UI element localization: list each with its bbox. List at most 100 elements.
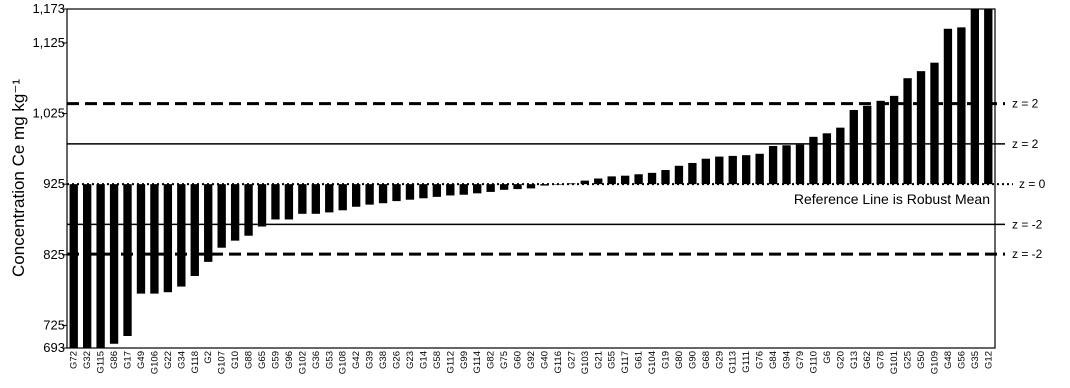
- x-tick-label: G116: [553, 351, 564, 374]
- x-tick-label: G10: [230, 351, 241, 369]
- bar-G113: [728, 155, 737, 185]
- bar-G27: [567, 183, 576, 185]
- x-tick-label: G36: [311, 351, 322, 369]
- bar-G79: [795, 144, 805, 185]
- reference-line-label-3: z = 0: [1019, 177, 1046, 191]
- y-tick-label: 925: [43, 176, 65, 191]
- bar-G68: [701, 158, 711, 185]
- bar-G101: [889, 95, 899, 185]
- bar-G112: [446, 184, 455, 196]
- bar-G106: [150, 184, 159, 294]
- bar-G90: [688, 162, 697, 185]
- x-tick-label: G39: [365, 351, 376, 369]
- bar-G40: [540, 184, 549, 186]
- x-tick-label: G29: [714, 351, 725, 369]
- x-tick-label: G108: [338, 351, 349, 374]
- bar-G53: [325, 184, 334, 213]
- bar-G103: [580, 180, 589, 185]
- x-tick-label: G115: [96, 351, 107, 374]
- plot-area: [66, 8, 996, 349]
- bar-G92: [526, 184, 536, 189]
- bar-G19: [661, 170, 670, 185]
- y-tick-label: 1,125: [32, 35, 65, 50]
- bar-G76: [755, 153, 764, 185]
- bar-G14: [419, 184, 428, 199]
- x-tick-label: G19: [660, 351, 671, 369]
- x-tick-label: G50: [916, 351, 927, 369]
- x-tick-label: G88: [244, 351, 255, 369]
- x-tick-label: G117: [620, 351, 631, 374]
- y-tick-label: 1,025: [32, 106, 65, 121]
- bar-G17: [123, 184, 132, 336]
- bar-G82: [486, 184, 495, 192]
- x-axis: G72 G32 G115 G86 G17 G49 G106 G22 G34 G118 G2 G107 G…: [69, 351, 995, 374]
- bar-G114: [473, 184, 482, 194]
- x-tick-label: G80: [674, 351, 685, 369]
- y-tick-label: 693: [43, 340, 65, 355]
- bar-G10: [230, 184, 240, 241]
- bar-G108: [338, 184, 347, 211]
- x-tick-label: G32: [82, 351, 93, 369]
- bar-G94: [782, 145, 791, 185]
- x-tick-label: G49: [136, 351, 147, 369]
- x-tick-label: G78: [876, 351, 887, 369]
- bar-G32: [83, 184, 92, 348]
- bar-G29: [715, 156, 724, 185]
- x-tick-label: G58: [432, 351, 443, 369]
- bar-G56: [957, 27, 966, 185]
- reference-lines: z = 2 z = 2 z = 0 z = -2 z = -2: [67, 97, 1046, 261]
- x-tick-label: G2: [203, 351, 214, 364]
- bar-G61: [634, 174, 643, 185]
- x-tick-label: G72: [69, 351, 80, 369]
- x-tick-label: G109: [929, 351, 940, 374]
- x-tick-label: G79: [795, 351, 806, 369]
- bar-G50: [916, 71, 926, 185]
- bar-G20: [836, 127, 845, 185]
- x-tick-label: G53: [324, 351, 335, 369]
- x-tick-label: G22: [163, 351, 174, 369]
- bar-G36: [311, 184, 320, 214]
- x-tick-label: G56: [956, 351, 967, 369]
- y-tick-label: 1,173: [32, 1, 65, 16]
- x-tick-label: G14: [418, 351, 429, 369]
- bar-G23: [405, 184, 415, 200]
- x-tick-label: G118: [190, 351, 201, 374]
- x-tick-label: G107: [217, 351, 228, 374]
- x-tick-label: G27: [566, 351, 577, 369]
- bar-G78: [876, 100, 885, 185]
- x-tick-label: G92: [526, 351, 537, 369]
- reference-line-label-4: z = -2: [1012, 217, 1043, 231]
- bar-G99: [459, 184, 468, 195]
- reference-line-label-5: z = -2: [1012, 247, 1043, 261]
- x-tick-label: G20: [835, 351, 846, 369]
- x-tick-label: G82: [486, 351, 497, 369]
- x-tick-label: G103: [580, 351, 591, 374]
- x-tick-label: G25: [903, 351, 914, 369]
- bar-G55: [607, 176, 616, 185]
- bar-G84: [768, 146, 778, 185]
- x-tick-label: G84: [768, 351, 779, 369]
- x-tick-label: G55: [607, 351, 618, 369]
- x-tick-label: G17: [123, 351, 134, 369]
- bar-G38: [378, 184, 388, 204]
- bar-G115: [96, 184, 105, 348]
- bar-G6: [822, 133, 832, 185]
- bar-G58: [432, 184, 442, 197]
- x-tick-label: G75: [499, 351, 510, 369]
- x-tick-label: G94: [782, 351, 793, 369]
- reference-line-label-1: z = 2: [1012, 97, 1039, 111]
- bar-G62: [863, 105, 872, 185]
- x-tick-label: G23: [405, 351, 416, 369]
- x-tick-label: G48: [943, 351, 954, 369]
- bar-G26: [392, 184, 401, 202]
- x-tick-label: G13: [849, 351, 860, 369]
- bar-G22: [163, 184, 173, 293]
- x-tick-label: G101: [889, 351, 900, 374]
- plot-border: [66, 8, 996, 349]
- x-tick-label: G90: [687, 351, 698, 369]
- y-tick-label: 825: [43, 247, 65, 262]
- x-tick-label: G114: [472, 351, 483, 374]
- bar-G104: [647, 172, 657, 185]
- x-tick-label: G110: [808, 351, 819, 374]
